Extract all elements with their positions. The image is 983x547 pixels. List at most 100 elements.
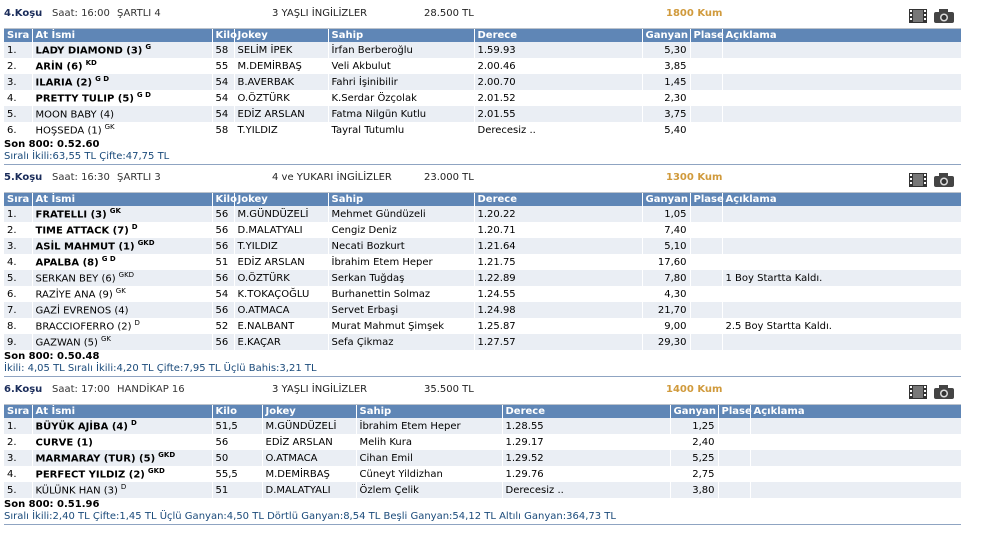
camera-icon[interactable] [933,384,954,400]
place-odds [718,482,751,498]
video-icon[interactable] [908,384,928,400]
horse-cell: BRACCIOFERRO (2) D [32,318,213,334]
jockey: D.MALATYALI [234,222,329,238]
finish-position: 5. [4,482,33,498]
remarks [722,122,962,138]
horse-name[interactable]: RAZİYE ANA (9) [35,289,113,301]
remarks: 2.5 Boy Startta Kaldı. [722,318,962,334]
weight: 51 [212,482,263,498]
column-header: Ganyan [642,29,691,42]
finish-time: 2.00.46 [474,58,643,74]
camera-icon[interactable] [933,8,954,24]
horse-name[interactable]: HOŞSEDA (1) [35,125,102,137]
horse-name[interactable]: MOON BABY (4) [35,109,115,121]
win-odds: 29,30 [642,334,691,350]
horse-cell: FRATELLI (3) GK [32,206,213,222]
column-header: Açıklama [722,29,962,42]
win-odds: 9,00 [642,318,691,334]
horse-name[interactable]: BÜYÜK AJİBA (4) [35,421,128,433]
finish-position: 5. [4,106,33,122]
horse-name[interactable]: SERKAN BEY (6) [35,273,116,285]
weight: 54 [212,90,235,106]
column-header: Ganyan [670,405,719,418]
column-header: Sahip [328,29,475,42]
place-odds [690,90,723,106]
handicap-code: D [120,483,127,492]
finish-time: 1.29.17 [502,434,671,450]
horse-name[interactable]: CURVE (1) [35,437,93,449]
finish-time: 1.59.93 [474,42,643,58]
weight: 52 [212,318,235,334]
handicap-code: G [145,43,152,52]
column-header: At İsmi [32,29,213,42]
finish-position: 3. [4,238,33,254]
horse-name[interactable]: MARMARAY (TUR) (5) [35,453,156,465]
finish-time: 1.29.52 [502,450,671,466]
camera-icon[interactable] [933,172,954,188]
weight: 56 [212,334,235,350]
video-icon[interactable] [908,8,928,24]
horse-name[interactable]: ARİN (6) [35,61,83,73]
jockey: O.ATMACA [234,302,329,318]
jockey: E.NALBANT [234,318,329,334]
horse-name[interactable]: PRETTY TULIP (5) [35,93,134,105]
win-odds: 5,10 [642,238,691,254]
horse-cell: LADY DIAMOND (3) G [32,42,213,58]
horse-name[interactable]: KÜLÜNK HAN (3) [35,485,118,497]
remarks [722,74,962,90]
weight: 50 [212,450,263,466]
remarks [750,466,962,482]
win-odds: 1,25 [670,418,719,434]
horse-name[interactable]: GAZİ EVRENOS (4) [35,305,129,317]
horse-name[interactable]: ILARIA (2) [35,77,93,89]
weight: 55,5 [212,466,263,482]
horse-name[interactable]: BRACCIOFERRO (2) [35,321,132,333]
race-class: 3 YAŞLI İNGİLİZLER [272,384,368,395]
handicap-code: GKD [158,451,176,460]
horse-name[interactable]: LADY DIAMOND (3) [35,45,143,57]
weight: 54 [212,106,235,122]
column-header: Sahip [356,405,503,418]
owner: Servet Erbaşi [328,302,475,318]
weight: 56 [212,270,235,286]
horse-name[interactable]: TIME ATTACK (7) [35,225,129,237]
horse-name[interactable]: PERFECT YILDIZ (2) [35,469,145,481]
handicap-code: GK [115,287,126,296]
table-row: 4. PERFECT YILDIZ (2) GKD 55,5 M.DEMİRBAŞ Cün… [4,466,962,482]
bet-payouts: Sıralı İkili:2,40 TL Çifte:1,45 TL Üçlü … [4,511,961,525]
race-class: 3 YAŞLI İNGİLİZLER [272,8,368,19]
finish-time: 1.21.75 [474,254,643,270]
weight: 56 [212,206,235,222]
win-odds: 5,40 [642,122,691,138]
place-odds [690,302,723,318]
handicap-code: G D [101,255,116,264]
remarks [722,42,962,58]
place-odds [690,318,723,334]
jockey: M.GÜNDÜZELİ [234,206,329,222]
horse-name[interactable]: APALBA (8) [35,257,99,269]
horse-name[interactable]: FRATELLI (3) [35,209,107,221]
table-header-row: Sıra At İsmi Kilo Jokey Sahip Derece Ganyan Pla… [4,405,962,418]
race-distance: 1400 Kum [666,384,723,395]
owner: İbrahim Etem Heper [328,254,475,270]
horse-name[interactable]: ASİL MAHMUT (1) [35,241,135,253]
remarks [750,450,962,466]
place-odds [690,58,723,74]
win-odds: 2,40 [670,434,719,450]
place-odds [690,334,723,350]
race-distance: 1300 Kum [666,172,723,183]
finish-time: 1.22.89 [474,270,643,286]
video-icon[interactable] [908,172,928,188]
owner: Tayral Tutumlu [328,122,475,138]
win-odds: 3,75 [642,106,691,122]
remarks [722,90,962,106]
column-header: Jokey [262,405,357,418]
win-odds: 17,60 [642,254,691,270]
column-header: Kilo [212,193,237,206]
owner: Melih Kura [356,434,503,450]
win-odds: 5,30 [642,42,691,58]
horse-cell: MOON BABY (4) [32,106,213,122]
finish-time: 2.01.55 [474,106,643,122]
horse-name[interactable]: GAZWAN (5) [35,337,98,349]
owner: Cihan Emil [356,450,503,466]
